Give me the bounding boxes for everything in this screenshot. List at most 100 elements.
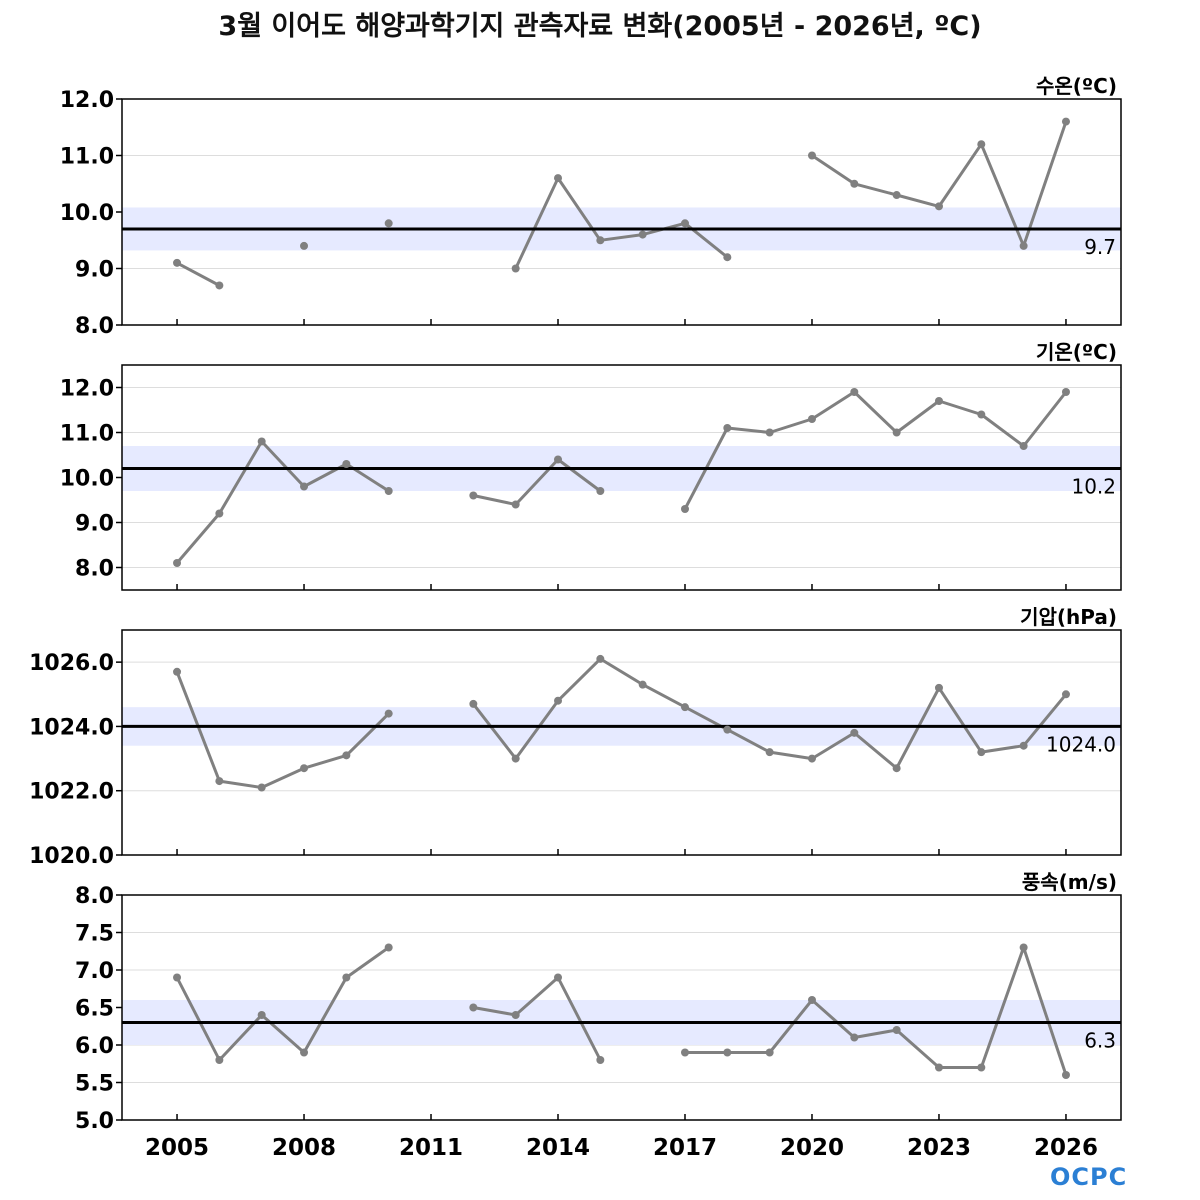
data-point — [934, 683, 943, 692]
data-point — [554, 174, 563, 183]
y-tick-label: 5.5 — [75, 1072, 114, 1097]
data-point — [850, 179, 859, 188]
mean-label: 1024.0 — [1046, 732, 1116, 756]
data-point — [1061, 388, 1070, 396]
data-point — [723, 725, 732, 734]
data-point — [977, 410, 986, 419]
data-point — [934, 397, 943, 405]
data-point — [680, 219, 689, 228]
data-point — [807, 151, 816, 160]
data-point — [300, 241, 309, 250]
data-point — [300, 764, 309, 773]
y-tick-label: 7.5 — [75, 922, 114, 947]
y-tick-label: 6.0 — [75, 1034, 114, 1059]
panel-label: 풍속(m/s) — [1022, 870, 1117, 894]
y-tick-label: 8.0 — [75, 314, 114, 339]
data-point — [1019, 442, 1028, 450]
data-point — [1061, 690, 1070, 699]
data-point — [1061, 1071, 1070, 1079]
data-point — [892, 428, 901, 437]
data-point — [469, 699, 478, 708]
data-point — [469, 1003, 478, 1012]
data-point — [596, 1056, 605, 1064]
series-line — [472, 458, 602, 506]
y-tick-label: 11.0 — [60, 145, 114, 170]
data-point — [596, 236, 605, 245]
data-point — [680, 1048, 689, 1057]
x-tick-label: 2017 — [653, 1135, 717, 1161]
mean-label: 6.3 — [1084, 1029, 1116, 1053]
data-point — [1019, 943, 1028, 952]
data-point — [977, 748, 986, 757]
data-point — [257, 437, 266, 446]
data-point — [173, 559, 182, 567]
data-point — [1019, 241, 1028, 250]
x-tick-label: 2014 — [526, 1135, 590, 1161]
y-tick-label: 1026.0 — [29, 651, 114, 676]
data-point — [1061, 117, 1070, 126]
data-point — [596, 487, 605, 495]
y-tick-label: 11.0 — [60, 422, 114, 447]
panel-2: 10.2 8.0 9.0 10.0 11.0 12.0 기온(ºC) — [60, 340, 1122, 591]
data-point — [384, 219, 393, 228]
series-line — [176, 261, 221, 287]
data-point — [638, 230, 647, 239]
data-point — [173, 258, 182, 267]
data-point — [300, 1048, 309, 1057]
data-point — [215, 777, 224, 786]
data-point — [384, 487, 393, 495]
data-point — [807, 754, 816, 763]
data-point — [934, 1063, 943, 1072]
y-tick-label: 6.5 — [75, 997, 114, 1022]
data-point — [342, 460, 351, 468]
mean-label: 9.7 — [1084, 235, 1116, 259]
x-tick-label: 2020 — [780, 1135, 844, 1161]
data-point — [554, 696, 563, 705]
series-line — [175, 946, 390, 1062]
y-tick-label: 12.0 — [60, 377, 114, 402]
data-point — [850, 1033, 859, 1042]
data-point — [1019, 741, 1028, 750]
y-tick-label: 12.0 — [60, 88, 114, 113]
data-point — [850, 388, 859, 396]
y-tick-label: 10.0 — [60, 467, 114, 492]
chart-title: 3월 이어도 해양과학기지 관측자료 변화(2005년 - 2026년, ºC) — [218, 11, 982, 42]
ocpc-logo: OCPC — [1050, 1163, 1128, 1191]
series-line — [175, 671, 390, 789]
y-tick-label: 8.0 — [75, 557, 114, 582]
data-point — [850, 728, 859, 737]
data-point — [511, 500, 520, 509]
data-point — [765, 748, 774, 757]
data-point — [807, 415, 816, 423]
x-tick-label: 2008 — [272, 1135, 336, 1161]
x-tick-label: 2026 — [1034, 1135, 1098, 1161]
data-point — [934, 202, 943, 211]
series-line — [473, 976, 602, 1061]
x-tick-label: 2005 — [145, 1135, 209, 1161]
mean-label: 10.2 — [1071, 475, 1116, 499]
y-tick-label: 1020.0 — [29, 844, 114, 869]
x-axis-labels: 2005 2008 2011 2014 2017 2020 2023 2026 — [145, 1135, 1098, 1161]
plot-frame — [121, 629, 1122, 856]
data-point — [892, 1026, 901, 1034]
data-point — [342, 751, 351, 760]
data-point — [807, 996, 816, 1004]
data-point — [469, 491, 478, 500]
data-point — [765, 428, 774, 437]
x-tick-label: 2023 — [907, 1135, 971, 1161]
y-tick-label: 8.0 — [75, 884, 114, 909]
data-point — [215, 281, 224, 290]
data-point — [173, 667, 182, 676]
data-point — [554, 455, 563, 464]
data-point — [215, 509, 224, 518]
data-point — [596, 654, 605, 663]
data-point — [680, 505, 689, 513]
data-point — [342, 973, 351, 982]
data-point — [257, 1011, 266, 1019]
data-point — [977, 1063, 986, 1072]
panel-4: 6.3 5.0 5.5 6.0 6.5 7.0 7.5 8.0 풍속(m/s) — [75, 870, 1122, 1134]
series-line — [683, 390, 1068, 510]
data-point — [638, 680, 647, 689]
panel-1: 9.7 8.0 9.0 10.0 11.0 12.0 수온(ºC) — [60, 74, 1122, 339]
